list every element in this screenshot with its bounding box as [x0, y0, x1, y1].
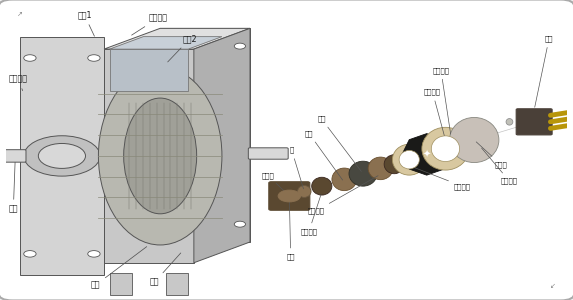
Circle shape — [23, 250, 36, 257]
Bar — [109, 49, 189, 91]
Text: 轴承: 轴承 — [317, 116, 362, 172]
Bar — [104, 49, 194, 263]
Ellipse shape — [312, 177, 332, 195]
Text: 滚珠轴承: 滚珠轴承 — [9, 74, 28, 91]
Text: 转子1: 转子1 — [77, 11, 95, 36]
Text: ↗: ↗ — [17, 11, 23, 16]
Text: 螺钉: 螺钉 — [535, 35, 554, 107]
Ellipse shape — [506, 118, 513, 125]
Circle shape — [23, 55, 36, 61]
FancyBboxPatch shape — [269, 182, 310, 210]
Text: 转轴: 转轴 — [9, 159, 18, 214]
Text: 波纹垫圈: 波纹垫圈 — [433, 67, 450, 134]
Text: 磁钢: 磁钢 — [305, 130, 343, 180]
Polygon shape — [402, 134, 452, 175]
Circle shape — [23, 136, 100, 176]
Text: 轴承: 轴承 — [286, 199, 295, 260]
Circle shape — [234, 221, 245, 227]
Text: 转子铁芯: 转子铁芯 — [308, 176, 378, 214]
Ellipse shape — [349, 161, 377, 186]
Ellipse shape — [99, 67, 222, 245]
Polygon shape — [194, 28, 250, 263]
Polygon shape — [104, 28, 250, 49]
Ellipse shape — [368, 157, 393, 180]
Circle shape — [88, 55, 100, 61]
Ellipse shape — [384, 155, 405, 174]
Circle shape — [164, 43, 176, 49]
Circle shape — [164, 221, 176, 227]
FancyBboxPatch shape — [516, 109, 552, 135]
Text: ↙: ↙ — [550, 284, 556, 290]
Bar — [160, 28, 250, 242]
Bar — [166, 273, 189, 296]
Text: 线圈: 线圈 — [91, 247, 147, 290]
Ellipse shape — [455, 135, 473, 151]
Bar — [109, 273, 132, 296]
Text: 转子2: 转子2 — [168, 34, 197, 62]
Text: 后磁盖: 后磁盖 — [476, 142, 507, 167]
Ellipse shape — [393, 144, 426, 175]
Circle shape — [278, 190, 300, 202]
FancyBboxPatch shape — [0, 150, 26, 162]
Text: 前磁盖: 前磁盖 — [261, 172, 287, 194]
Ellipse shape — [332, 168, 356, 190]
Text: 定子铁芯: 定子铁芯 — [424, 89, 445, 137]
Text: 塑料背架: 塑料背架 — [481, 148, 518, 184]
Circle shape — [38, 143, 85, 168]
Circle shape — [88, 250, 100, 257]
Text: 永久磁钢: 永久磁钢 — [132, 14, 168, 35]
Ellipse shape — [297, 185, 311, 197]
Circle shape — [234, 43, 245, 49]
Ellipse shape — [422, 127, 469, 170]
Text: 定子: 定子 — [150, 253, 180, 286]
Text: ✦: ✦ — [423, 149, 431, 159]
Polygon shape — [109, 37, 222, 49]
Ellipse shape — [431, 136, 460, 161]
Bar — [20, 37, 104, 274]
Ellipse shape — [124, 98, 197, 214]
Ellipse shape — [399, 150, 419, 169]
Ellipse shape — [449, 117, 499, 163]
Text: 轴: 轴 — [289, 147, 304, 189]
FancyBboxPatch shape — [248, 148, 288, 159]
Text: 转子铁芯: 转子铁芯 — [300, 195, 321, 235]
Text: 塑料背架: 塑料背架 — [412, 167, 471, 190]
